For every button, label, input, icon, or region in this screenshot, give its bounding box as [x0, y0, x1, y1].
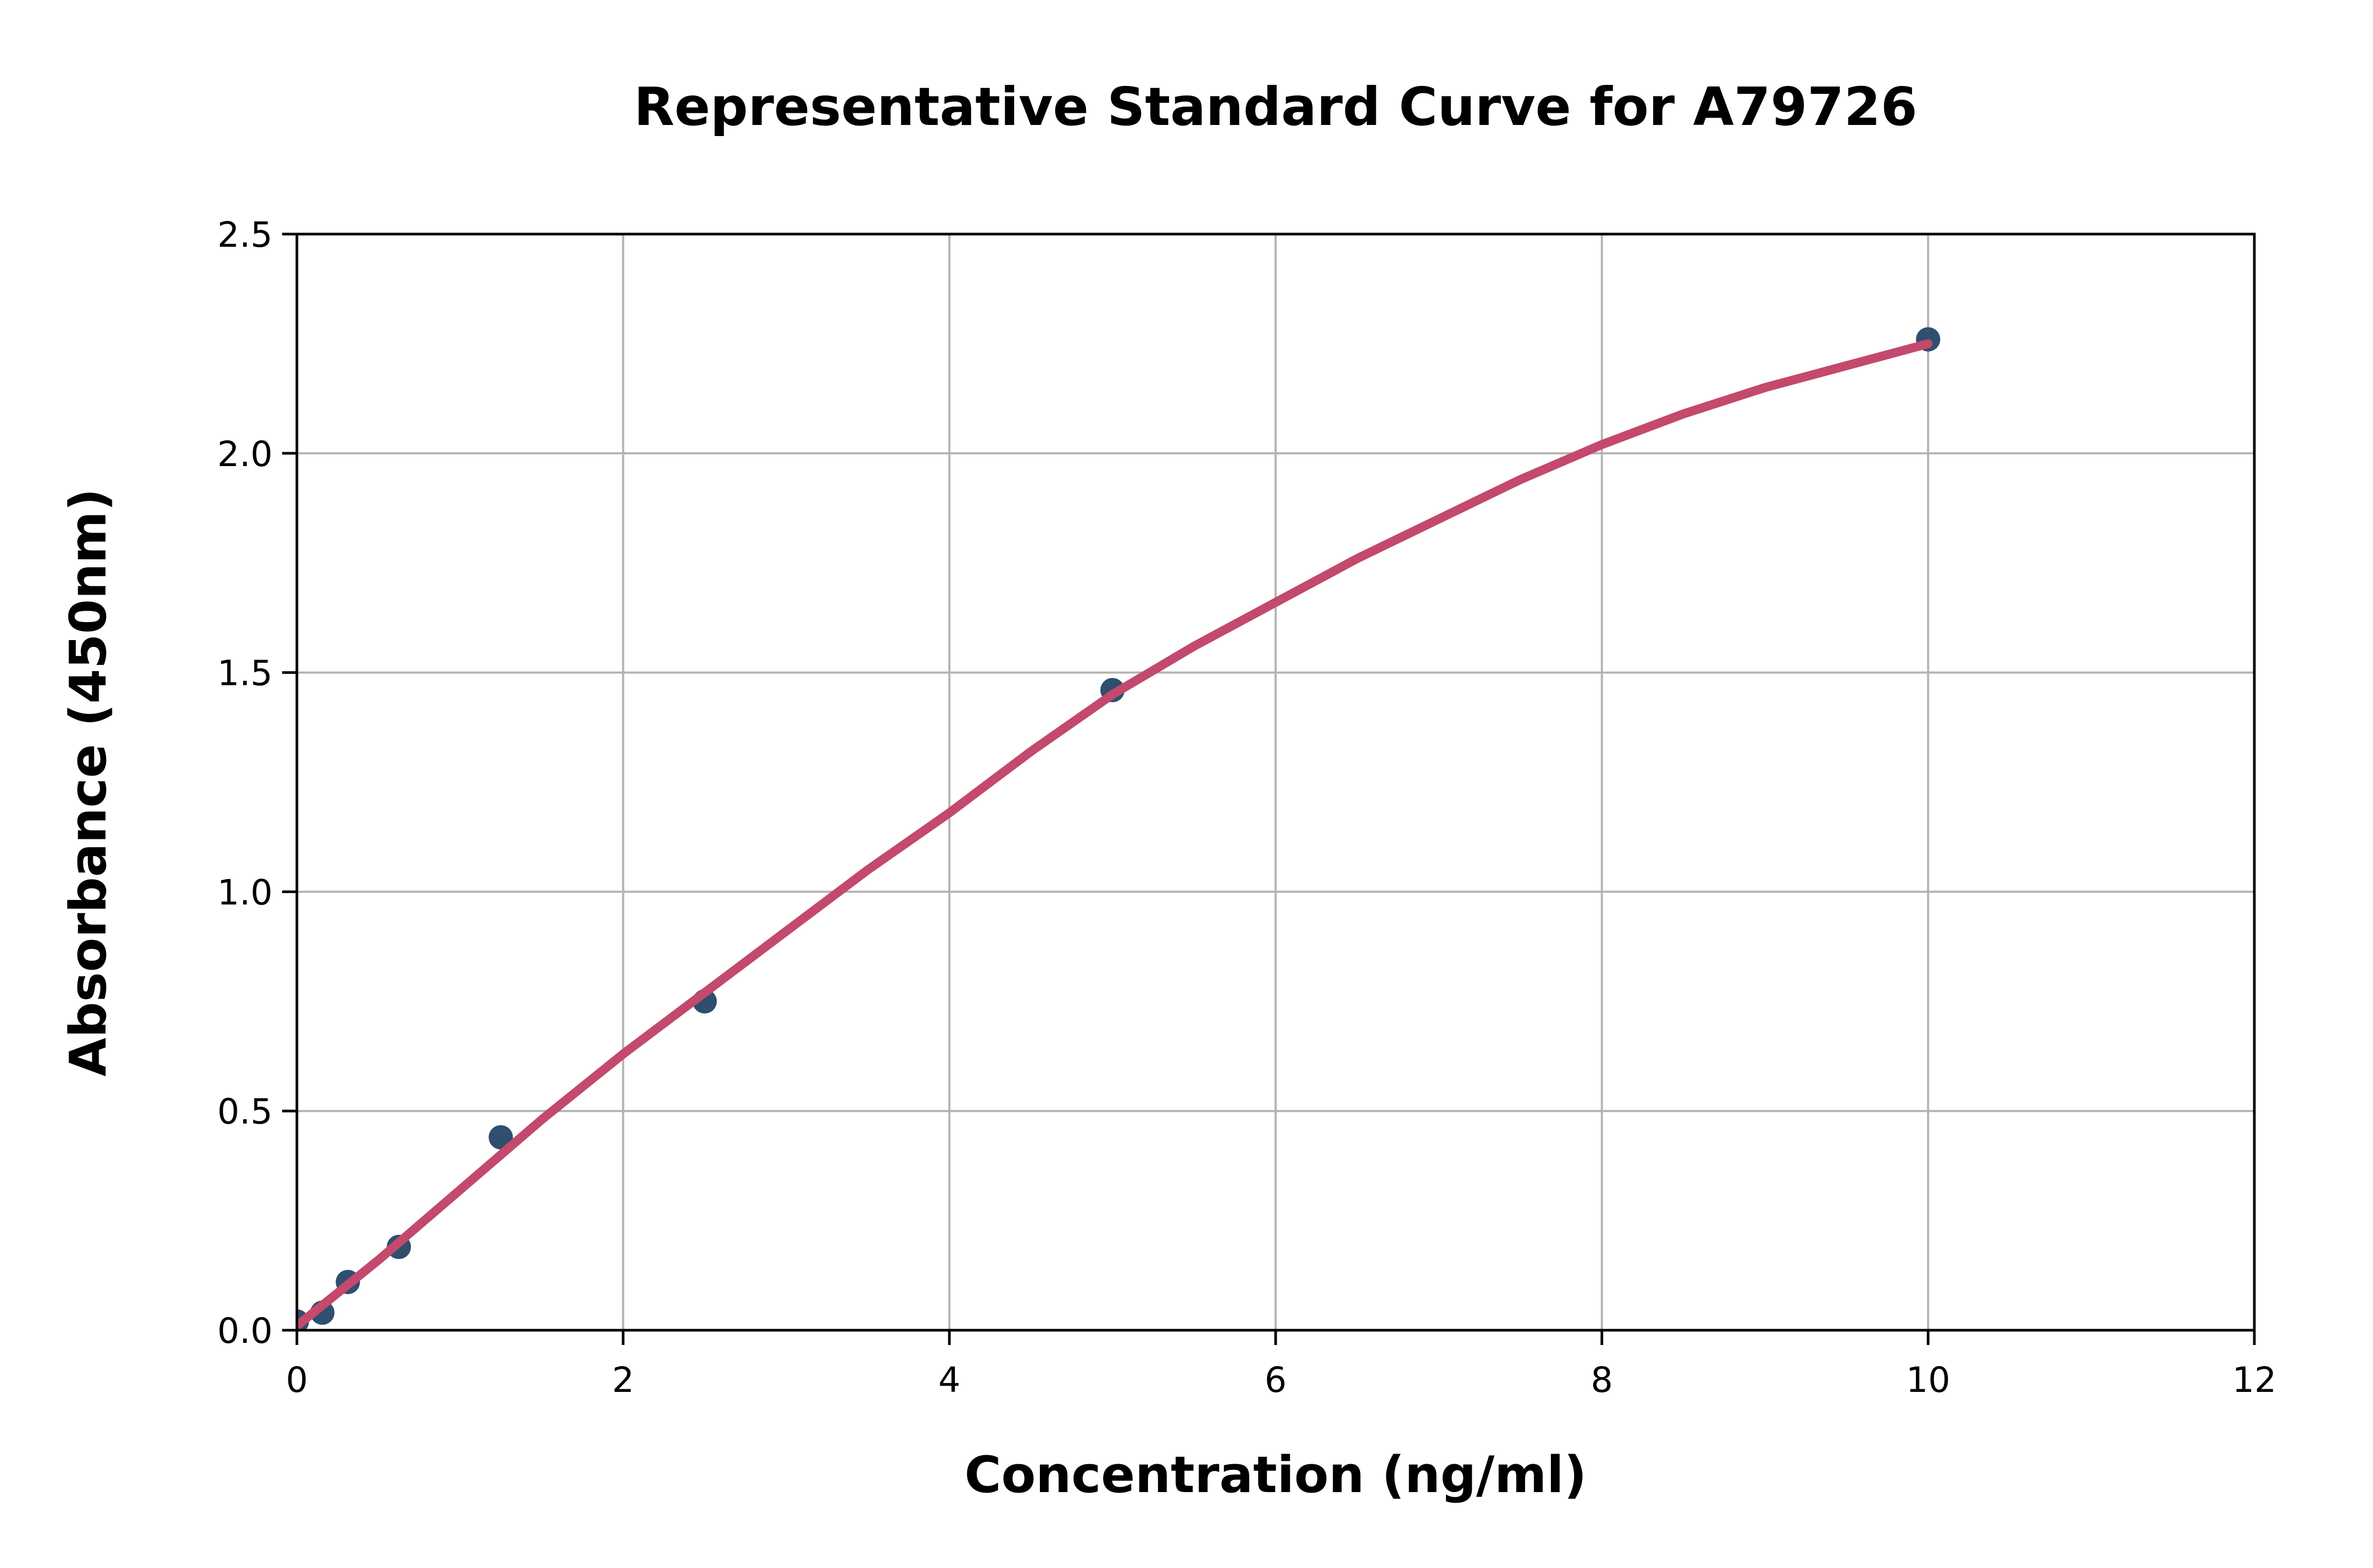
x-tick-label: 10	[1906, 1360, 1950, 1400]
y-tick-label: 2.5	[217, 215, 273, 255]
y-axis-label: Absorbance (450nm)	[60, 488, 118, 1077]
y-tick-label: 2.0	[217, 434, 273, 475]
axis-tick-labels: 0 2 4 6 8 10 12 0.0 0.5 1.0 1.5 2.0 2.5	[217, 215, 2276, 1400]
x-tick-label: 6	[1265, 1360, 1287, 1400]
x-tick-label: 4	[938, 1360, 960, 1400]
fit-curve-path	[297, 339, 1933, 1330]
x-tick-label: 8	[1591, 1360, 1613, 1400]
chart-title: Representative Standard Curve for A79726	[634, 76, 1917, 138]
y-tick-label: 0.0	[217, 1311, 273, 1351]
y-tick-label: 1.5	[217, 653, 273, 694]
x-tick-label: 2	[612, 1360, 634, 1400]
x-tick-label: 12	[2232, 1360, 2276, 1400]
data-point	[488, 1125, 513, 1150]
y-tick-label: 1.0	[217, 872, 273, 913]
grid-lines	[296, 233, 2255, 1331]
fit-curve	[297, 339, 1933, 1330]
axis-ticks	[282, 233, 2256, 1345]
data-points	[297, 327, 1941, 1330]
x-axis-label: Concentration (ng/ml)	[964, 1446, 1587, 1504]
y-tick-label: 0.5	[217, 1091, 273, 1132]
x-tick-label: 0	[286, 1360, 308, 1400]
